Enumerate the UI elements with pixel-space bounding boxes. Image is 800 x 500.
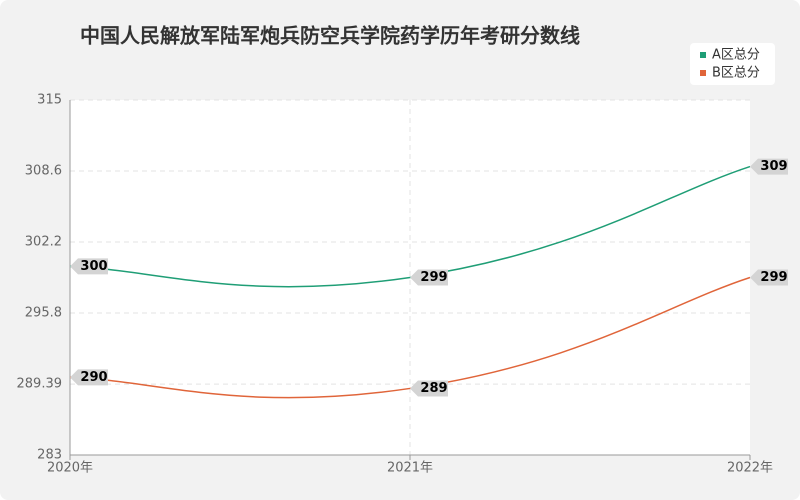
data-label: 300: [80, 259, 107, 274]
y-tick-label: 295.8: [25, 306, 62, 321]
data-label-tag: [410, 269, 448, 286]
x-tick-label: 2020年: [47, 461, 93, 476]
legend-label: B区总分: [712, 66, 760, 81]
data-label: 299: [420, 270, 447, 285]
y-tick-label: 302.2: [25, 235, 62, 250]
data-label-tag: [70, 369, 108, 386]
legend-box: [690, 43, 775, 85]
data-label-tag: [70, 258, 108, 275]
legend-label: A区总分: [712, 48, 760, 63]
data-label: 299: [760, 270, 787, 285]
legend-swatch: [700, 70, 706, 76]
data-label-tag: [750, 269, 788, 286]
y-tick-label: 308.6: [25, 164, 62, 179]
chart-title: 中国人民解放军陆军炮兵防空兵学院药学历年考研分数线: [80, 24, 580, 48]
x-tick-label: 2021年: [387, 461, 433, 476]
data-label: 290: [80, 370, 107, 385]
data-label: 289: [420, 381, 447, 396]
legend-swatch: [700, 52, 706, 58]
data-label-tag: [410, 380, 448, 397]
x-tick-label: 2022年: [727, 461, 773, 476]
data-label-tag: [750, 158, 788, 175]
y-tick-label: 283: [37, 448, 62, 463]
data-label: 309: [760, 159, 787, 174]
y-tick-label: 315: [37, 93, 62, 108]
y-tick-label: 289.39: [17, 377, 63, 392]
